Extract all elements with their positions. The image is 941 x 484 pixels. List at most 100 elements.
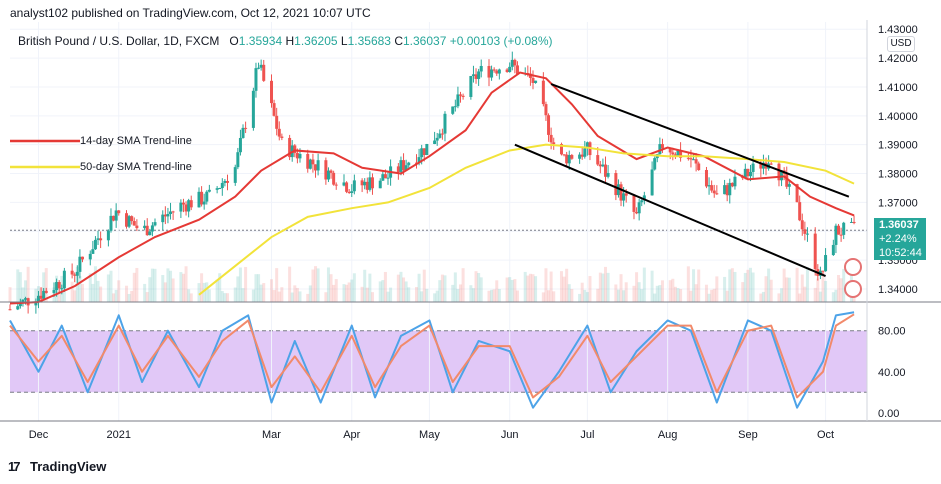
volume-bar [236, 276, 240, 302]
brand-name: TradingView [30, 459, 107, 474]
candle-body [596, 155, 600, 165]
volume-bar [298, 291, 302, 302]
candle-body [622, 193, 626, 201]
time-tick-label: Apr [343, 429, 360, 441]
candle-body [197, 191, 201, 208]
stoch-tick-label: 0.00 [878, 408, 899, 420]
candle-body [813, 233, 817, 270]
candle-body [244, 127, 248, 129]
candle-body [598, 164, 602, 167]
candle-body [723, 185, 727, 195]
volume-bar [270, 279, 274, 302]
volume-bar [153, 268, 157, 302]
candle-body [585, 142, 589, 149]
volume-bar [272, 290, 276, 302]
candle-body [329, 170, 333, 173]
volume-bar [18, 272, 22, 302]
candle-body [733, 176, 737, 187]
volume-bar [635, 272, 639, 302]
candle-body [399, 160, 403, 172]
time-tick-label: Sep [738, 429, 758, 441]
volume-bar [751, 272, 755, 302]
time-tick-label: Jun [501, 429, 519, 441]
volume-bar [316, 268, 320, 302]
volume-bar [114, 289, 118, 302]
sma50-legend-label: 50-day SMA Trend-line [80, 161, 192, 173]
candle-body [728, 182, 732, 196]
candle-body [218, 188, 222, 190]
candle-body [62, 270, 66, 289]
volume-bar [619, 274, 623, 302]
volume-bar [435, 290, 439, 302]
volume-bar [244, 266, 248, 302]
candle-body [780, 170, 784, 181]
high-value: 1.36205 [294, 34, 338, 48]
candle-body [562, 154, 566, 156]
candle-body [658, 144, 662, 155]
candle-body [308, 159, 312, 169]
volume-bar [334, 279, 338, 302]
volume-bar [207, 289, 211, 302]
candle-body [125, 213, 129, 227]
volume-bar [707, 293, 711, 302]
volume-bar [596, 288, 600, 302]
volume-bar [150, 268, 154, 302]
candle-body [8, 309, 12, 311]
candle-body [578, 154, 582, 159]
volume-bar [422, 269, 426, 302]
volume-bar [257, 274, 261, 302]
volume-bar [456, 289, 460, 302]
volume-bar [689, 290, 693, 302]
candle-body [839, 234, 843, 236]
volume-bar [650, 270, 654, 302]
volume-bar [368, 273, 372, 302]
volume-bar [671, 278, 675, 302]
sma14-legend-label: 14-day SMA Trend-line [80, 135, 192, 147]
volume-bar [800, 274, 804, 302]
price-tick-label: 1.37000 [878, 197, 918, 209]
sma-lines [9, 71, 855, 305]
volume-bar [821, 271, 825, 302]
volume-bar [42, 272, 46, 302]
volume-bar [487, 290, 491, 302]
candle-body [181, 202, 185, 205]
candle-body [487, 65, 491, 78]
volume-bar [148, 277, 152, 302]
candle-body [730, 182, 734, 187]
candle-body [435, 137, 439, 141]
candle-body [420, 148, 424, 158]
candle-body [396, 166, 400, 172]
volume-bar [782, 268, 786, 302]
candle-body [257, 67, 261, 69]
candle-body [769, 163, 773, 165]
volume-bar [728, 269, 732, 302]
volume-bar [280, 287, 284, 302]
volume-bar [145, 292, 149, 302]
channel-upper-line [550, 83, 850, 198]
volume-bar [474, 271, 478, 302]
candle-body [288, 137, 292, 158]
volume-bar [686, 266, 690, 302]
volume-bar [787, 277, 791, 302]
price-grid [10, 22, 867, 421]
volume-bar [399, 271, 403, 302]
currency-button[interactable]: USD [887, 36, 915, 52]
volume-bar [580, 282, 584, 302]
candle-body [383, 174, 387, 179]
volume-bar [220, 291, 224, 302]
candle-body [565, 154, 569, 164]
volume-bar [117, 280, 121, 302]
volume-bar [200, 273, 204, 302]
volume-bar [585, 292, 589, 302]
volume-bar [112, 293, 116, 302]
volume-bar [513, 279, 517, 302]
close-label: C [394, 34, 403, 48]
volume-bar [508, 277, 512, 302]
candle-body [676, 150, 680, 156]
candle-body [52, 290, 56, 293]
volume-bar [26, 266, 30, 302]
open-value: 1.35934 [238, 34, 283, 48]
volume-bar [181, 273, 185, 302]
publish-info: analyst102 published on TradingView.com,… [10, 6, 371, 20]
volume-bar [588, 276, 592, 302]
